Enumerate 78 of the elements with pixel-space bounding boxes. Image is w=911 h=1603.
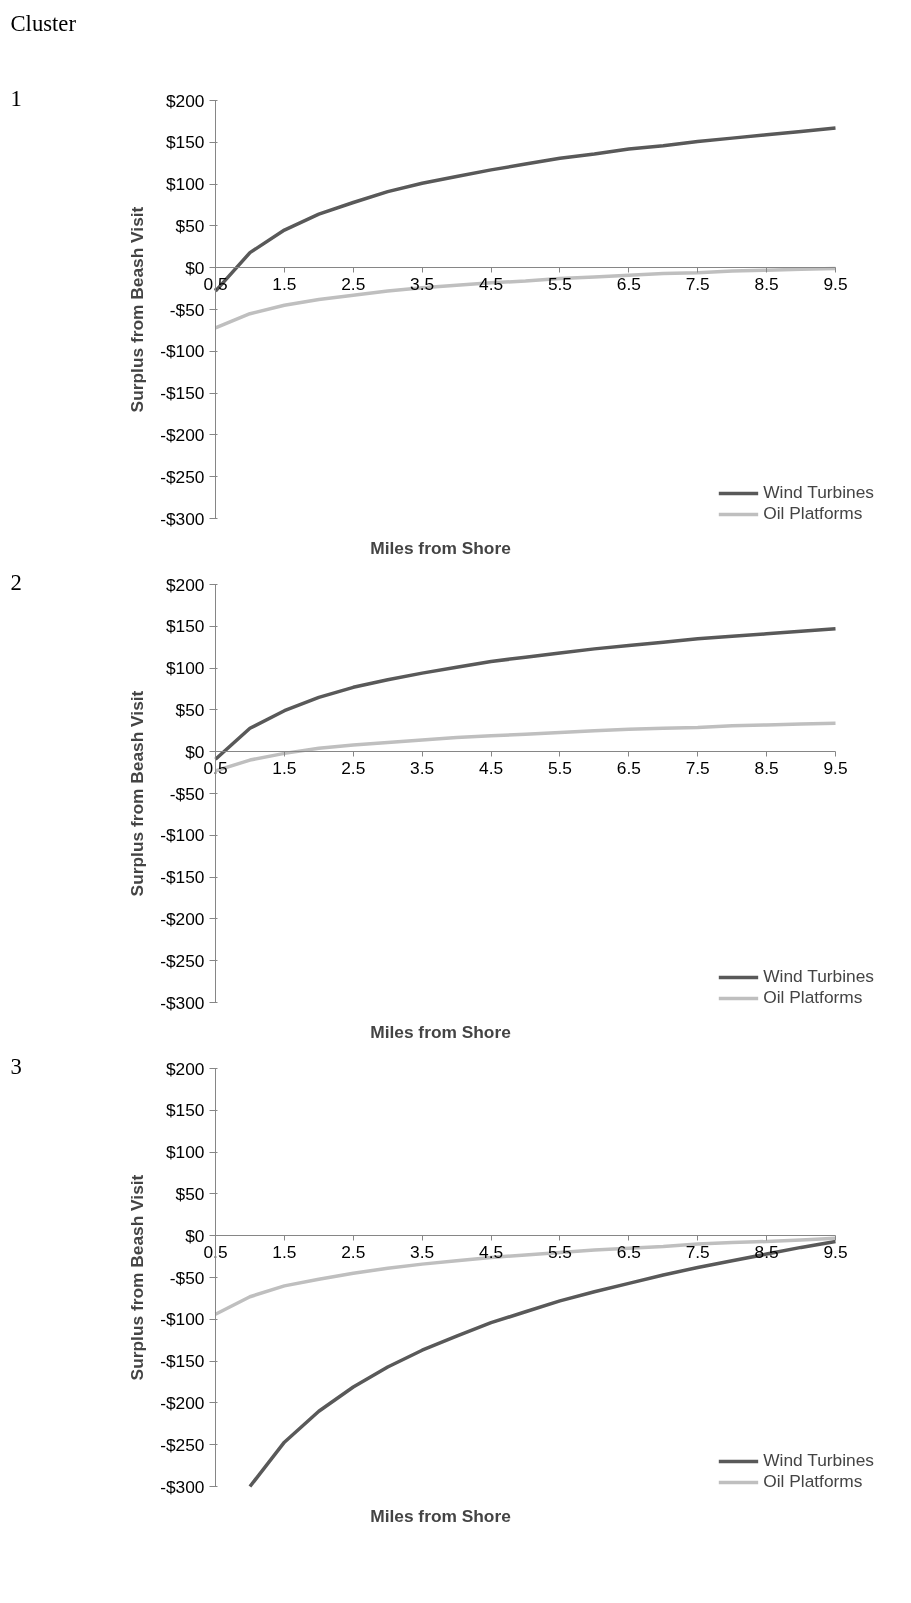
x-tick-label: 3.5 bbox=[410, 757, 435, 778]
x-axis-title: Miles from Shore bbox=[370, 537, 512, 558]
y-tick-label: -$200 bbox=[160, 908, 205, 929]
y-tick-label: -$250 bbox=[160, 950, 205, 971]
x-tick-label: 4.5 bbox=[479, 757, 504, 778]
x-axis-title: Miles from Shore bbox=[370, 1021, 512, 1042]
y-axis-title: Surplus from Beash Visit bbox=[127, 1174, 148, 1381]
y-tick-label: -$300 bbox=[160, 1476, 205, 1497]
x-tick-label: 9.5 bbox=[823, 1241, 848, 1262]
x-tick-label: 3.5 bbox=[410, 273, 435, 294]
x-tick-label: 9.5 bbox=[823, 757, 848, 778]
x-tick-label: 9.5 bbox=[823, 273, 848, 294]
y-tick-label: $0 bbox=[185, 257, 205, 278]
x-tick-label: 2.5 bbox=[341, 1241, 366, 1262]
y-tick-label: $50 bbox=[175, 1183, 205, 1204]
x-tick-label: 4.5 bbox=[479, 1241, 504, 1262]
x-tick-label: 2.5 bbox=[341, 273, 366, 294]
y-tick-label: -$150 bbox=[160, 867, 205, 888]
y-tick-label: $100 bbox=[165, 1142, 205, 1163]
x-tick-label: 3.5 bbox=[410, 1241, 435, 1262]
y-tick-label: $50 bbox=[175, 215, 205, 236]
line-series bbox=[213, 627, 838, 761]
x-tick-label: 6.5 bbox=[616, 273, 641, 294]
y-tick-label: -$50 bbox=[169, 299, 205, 320]
x-tick-label: 5.5 bbox=[547, 757, 572, 778]
text: 2 bbox=[10, 569, 22, 595]
y-tick-label: $0 bbox=[185, 741, 205, 762]
x-tick-label: 8.5 bbox=[754, 757, 779, 778]
x-tick-label: 5.5 bbox=[547, 273, 572, 294]
x-tick-label: 5.5 bbox=[547, 1241, 572, 1262]
legend-label: Wind Turbines bbox=[763, 482, 874, 503]
legend-label: Oil Platforms bbox=[763, 503, 863, 524]
legend-label: Wind Turbines bbox=[763, 1450, 874, 1471]
y-tick-label: -$50 bbox=[169, 1267, 205, 1288]
y-tick-label: $150 bbox=[165, 616, 205, 637]
y-tick-label: -$100 bbox=[160, 341, 205, 362]
y-tick-label: $200 bbox=[165, 90, 205, 111]
x-tick-label: 7.5 bbox=[685, 273, 710, 294]
y-tick-label: -$250 bbox=[160, 466, 205, 487]
x-tick-label: 6.5 bbox=[616, 757, 641, 778]
text: Cluster bbox=[10, 10, 77, 36]
legend-label: Wind Turbines bbox=[763, 966, 874, 987]
text: 3 bbox=[10, 1053, 22, 1079]
y-tick-label: -$150 bbox=[160, 1351, 205, 1372]
x-tick-label: 0.5 bbox=[203, 757, 228, 778]
x-tick-label: 7.5 bbox=[685, 757, 710, 778]
y-tick-label: $100 bbox=[165, 174, 205, 195]
x-tick-label: 1.5 bbox=[272, 273, 297, 294]
y-tick-label: -$150 bbox=[160, 383, 205, 404]
x-tick-label: 1.5 bbox=[272, 757, 297, 778]
y-tick-label: -$200 bbox=[160, 1392, 205, 1413]
y-tick-label: $200 bbox=[165, 1058, 205, 1079]
y-tick-label: $50 bbox=[175, 699, 205, 720]
x-tick-label: 2.5 bbox=[341, 757, 366, 778]
x-tick-label: 7.5 bbox=[685, 1241, 710, 1262]
x-axis-title: Miles from Shore bbox=[370, 1505, 512, 1526]
y-tick-label: -$300 bbox=[160, 508, 205, 529]
y-axis-title: Surplus from Beash Visit bbox=[127, 206, 148, 413]
legend-label: Oil Platforms bbox=[763, 987, 863, 1008]
text: 1 bbox=[10, 85, 22, 111]
y-tick-label: -$100 bbox=[160, 825, 205, 846]
y-tick-label: $0 bbox=[185, 1225, 205, 1246]
y-axis-title: Surplus from Beash Visit bbox=[127, 690, 148, 897]
y-tick-label: -$200 bbox=[160, 424, 205, 445]
x-tick-label: 4.5 bbox=[479, 273, 504, 294]
y-tick-label: $150 bbox=[165, 132, 205, 153]
x-tick-label: 1.5 bbox=[272, 1241, 297, 1262]
x-tick-label: 0.5 bbox=[203, 1241, 228, 1262]
y-tick-label: -$100 bbox=[160, 1309, 205, 1330]
y-tick-label: -$300 bbox=[160, 992, 205, 1013]
y-tick-label: -$250 bbox=[160, 1434, 205, 1455]
y-tick-label: $150 bbox=[165, 1100, 205, 1121]
x-tick-label: 8.5 bbox=[754, 273, 779, 294]
y-tick-label: $100 bbox=[165, 658, 205, 679]
legend-label: Oil Platforms bbox=[763, 1471, 863, 1492]
x-tick-label: 6.5 bbox=[616, 1241, 641, 1262]
y-tick-label: -$50 bbox=[169, 783, 205, 804]
y-tick-label: $200 bbox=[165, 574, 205, 595]
